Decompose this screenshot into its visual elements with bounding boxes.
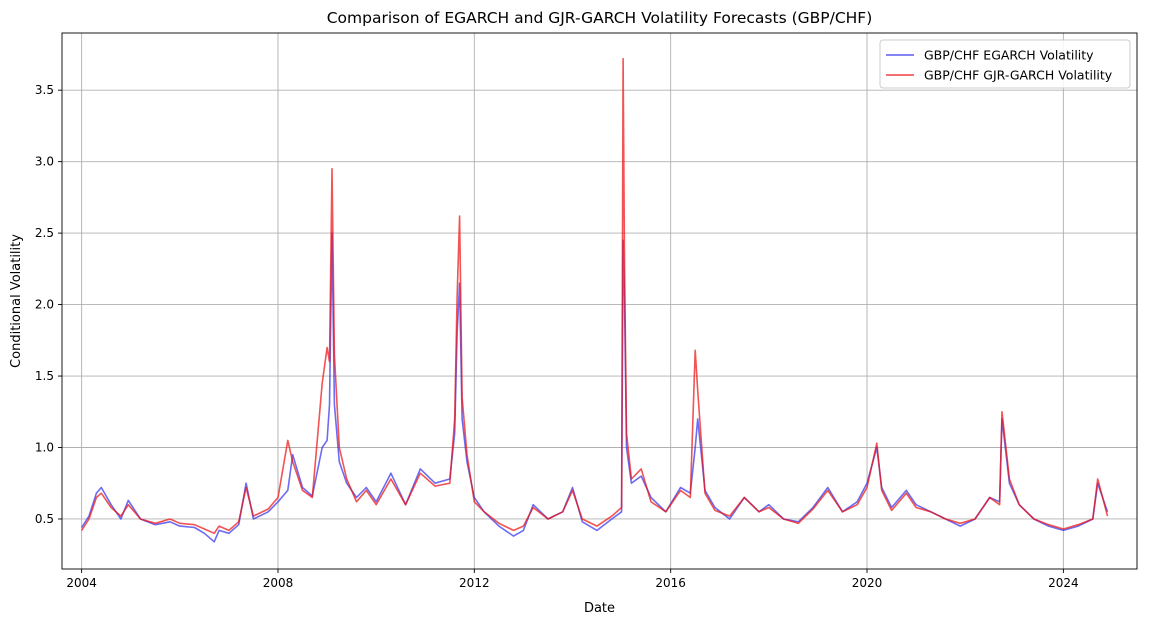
legend-label: GBP/CHF GJR-GARCH Volatility [924,68,1113,83]
y-tick-label: 0.5 [35,512,54,526]
y-tick-label: 3.5 [35,83,54,97]
egarch-series-line [80,232,1109,543]
y-tick-label: 1.5 [35,369,54,383]
x-tick-label: 2024 [1048,576,1079,590]
y-tick-label: 2.0 [35,298,54,312]
plot-frame [61,32,1138,570]
legend-label: GBP/CHF EGARCH Volatility [924,48,1094,63]
y-tick-label: 2.5 [35,226,54,240]
ticks-layer: 2004 2008 2012 2016 2020 2024 0.5 1.0 1.5 2.0 2.5 3… [35,83,1079,590]
x-tick-label: 2016 [655,576,686,590]
legend: GBP/CHF EGARCH Volatility GBP/CHF GJR-GAR… [879,39,1131,89]
series-layer [80,57,1109,543]
x-axis-label: Date [584,601,615,616]
gjr-garch-series-line [80,57,1109,535]
y-tick-label: 1.0 [35,441,54,455]
x-tick-label: 2004 [66,576,97,590]
x-tick-label: 2008 [263,576,294,590]
grid-layer [62,33,1137,569]
legend-box [879,39,1131,89]
chart-title: Comparison of EGARCH and GJR-GARCH Volat… [327,9,873,27]
y-tick-label: 3.0 [35,155,54,169]
x-tick-label: 2012 [459,576,490,590]
y-axis-label: Conditional Volatility [9,234,24,368]
x-tick-label: 2020 [852,576,883,590]
